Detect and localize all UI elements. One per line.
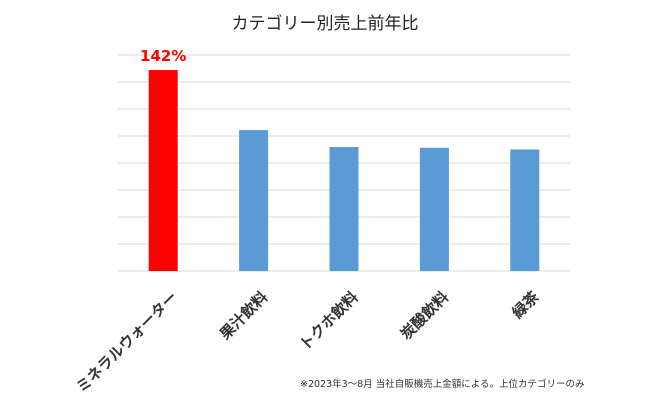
bar xyxy=(148,70,178,271)
data-labels: 142% xyxy=(140,47,186,65)
chart-title: カテゴリー別売上前年比 xyxy=(232,13,419,34)
category-label: 緑茶 xyxy=(509,287,544,322)
category-label: トクホ飲料 xyxy=(296,288,362,354)
category-label: 果汁飲料 xyxy=(215,288,271,344)
bar xyxy=(239,130,269,271)
bar xyxy=(419,147,449,271)
bar xyxy=(510,149,540,271)
bars xyxy=(148,70,540,271)
data-label: 142% xyxy=(140,47,186,65)
bar xyxy=(329,147,359,271)
category-label: 炭酸飲料 xyxy=(397,288,452,343)
category-label: ミネラルウォーター xyxy=(73,288,181,396)
footnote: ※2023年3～8月 当社自販機売上金額による。上位カテゴリーのみ xyxy=(300,379,585,390)
